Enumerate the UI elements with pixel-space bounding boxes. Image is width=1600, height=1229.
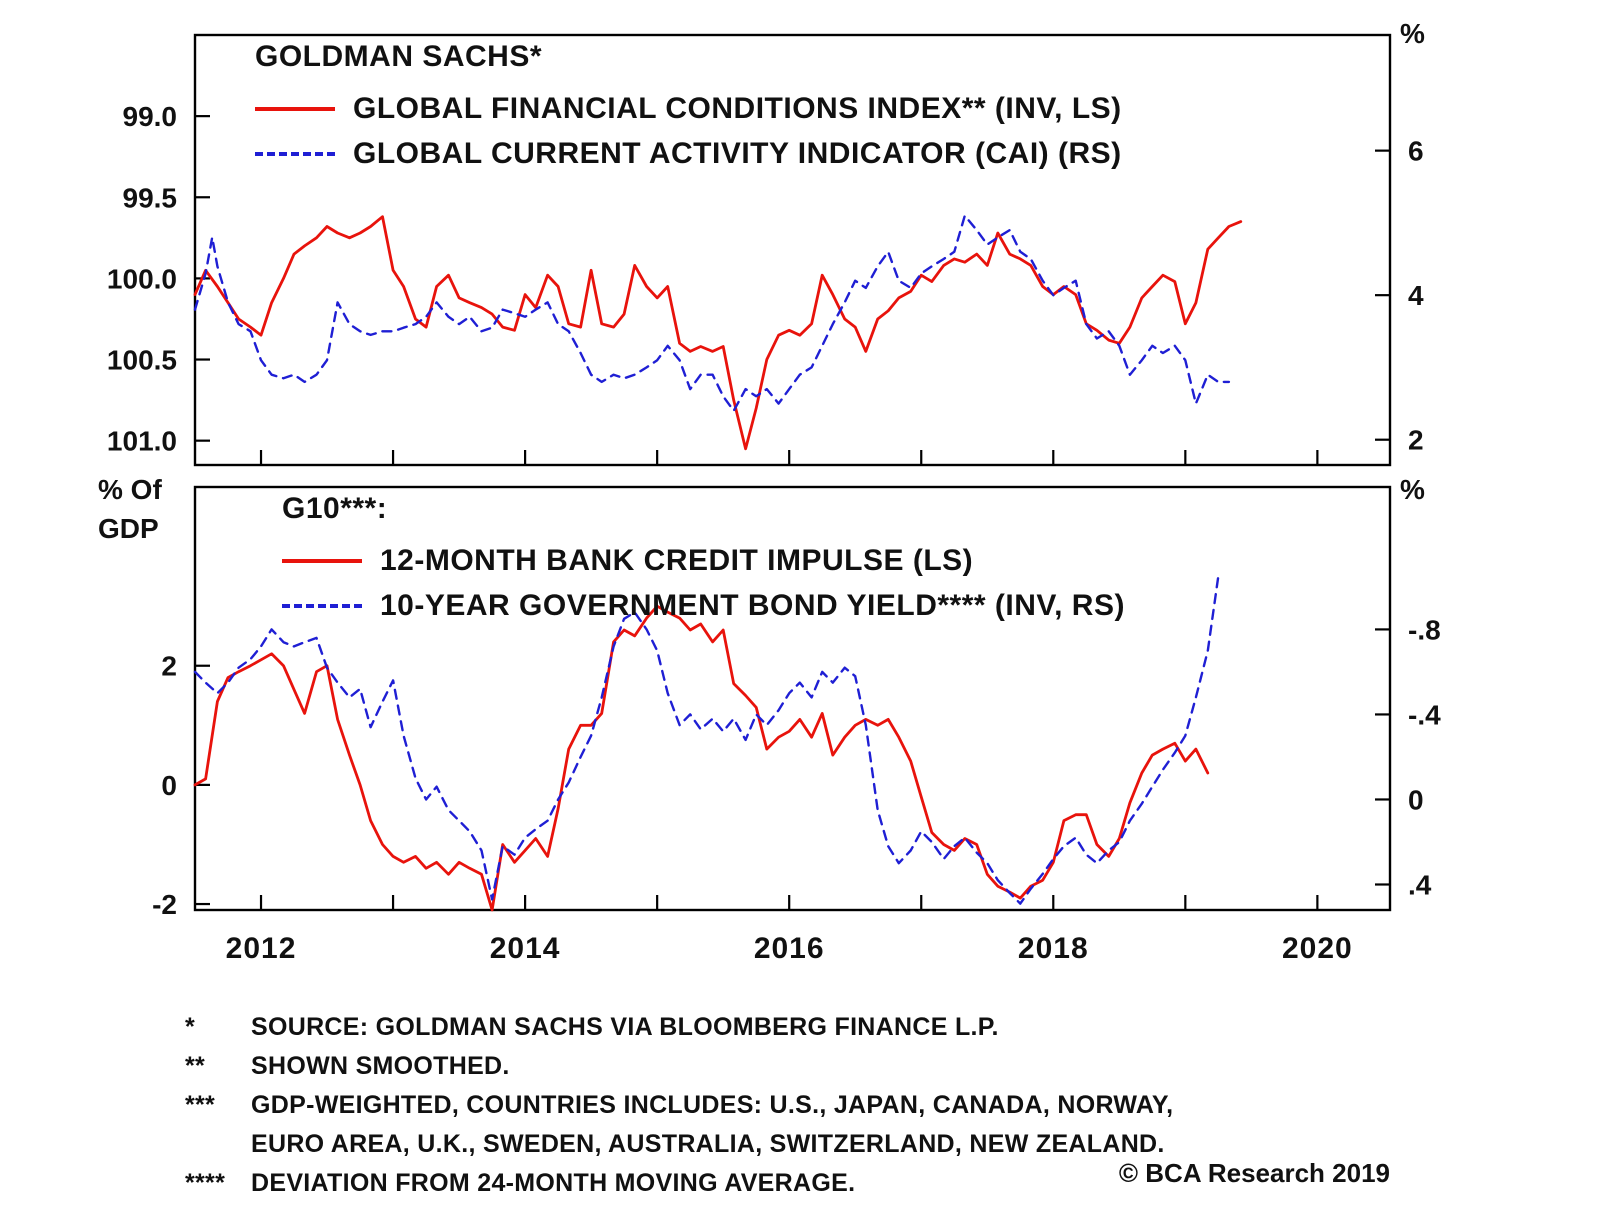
panel-frame	[193, 33, 1392, 467]
right-axis-tick-label: -.8	[1408, 614, 1441, 645]
footnote-text: SHOWN SMOOTHED.	[251, 1052, 510, 1080]
x-axis-year-label: 2016	[754, 932, 825, 965]
bottom-panel-legend: G10***: 12-MONTH BANK CREDIT IMPULSE (LS…	[282, 492, 1125, 628]
series-line-govt-bond-yield-deviation	[193, 575, 1220, 905]
red-solid-line-sample	[282, 558, 362, 563]
right-axis-tick-label: -.4	[1408, 699, 1441, 730]
bottom-left-axis-unit: % Of GDP	[98, 474, 162, 545]
footnote-marker: **	[185, 1052, 206, 1080]
x-axis-year-label: 2020	[1282, 932, 1353, 965]
bottom-right-axis-unit: %	[1400, 474, 1425, 505]
right-axis-tick-label: 2	[1408, 425, 1424, 456]
x-axis-year-label: 2014	[490, 932, 561, 965]
footnote-marker: ****	[185, 1169, 226, 1197]
footnote-deviation: **** DEVIATION FROM 24-MONTH MOVING AVER…	[185, 1164, 1385, 1203]
footnote-gdp-weighted: *** GDP-WEIGHTED, COUNTRIES INCLUDES: U.…	[185, 1086, 1385, 1125]
legend-label-bond-yield: 10-YEAR GOVERNMENT BOND YIELD**** (INV, …	[380, 588, 1125, 622]
legend-entry-cai: GLOBAL CURRENT ACTIVITY INDICATOR (CAI) …	[255, 131, 1122, 176]
legend-label-fci: GLOBAL FINANCIAL CONDITIONS INDEX** (INV…	[353, 91, 1122, 125]
right-axis-tick-label: .4	[1408, 869, 1432, 900]
x-axis-year-label: 2012	[226, 932, 297, 965]
top-panel-legend: GOLDMAN SACHS* GLOBAL FINANCIAL CONDITIO…	[255, 40, 1122, 176]
footnote-marker	[185, 1125, 251, 1164]
left-axis-tick-label: 0	[161, 770, 177, 801]
left-axis-tick-label: 2	[161, 651, 177, 682]
top-right-axis-unit: %	[1400, 18, 1425, 49]
left-axis-tick-label: 100.5	[107, 345, 177, 376]
series-line-bank-credit-impulse	[193, 604, 1210, 912]
footnote-source: * SOURCE: GOLDMAN SACHS VIA BLOOMBERG FI…	[185, 1008, 1385, 1047]
blue-dashed-line-sample	[255, 151, 335, 156]
footnote-smoothed: ** SHOWN SMOOTHED.	[185, 1047, 1385, 1086]
legend-entry-credit-impulse: 12-MONTH BANK CREDIT IMPULSE (LS)	[282, 538, 1125, 583]
left-axis-tick-label: 99.5	[123, 182, 178, 213]
right-axis-tick-label: 6	[1408, 136, 1424, 167]
top-panel-title: GOLDMAN SACHS*	[255, 40, 543, 73]
series-line-gs-current-activity-indicator	[193, 214, 1231, 412]
bottom-panel-title: G10***:	[282, 492, 388, 525]
footnotes: * SOURCE: GOLDMAN SACHS VIA BLOOMBERG FI…	[185, 1008, 1385, 1203]
left-axis-tick-label: 99.0	[123, 101, 178, 132]
x-axis-year-label: 2018	[1018, 932, 1089, 965]
footnote-text: EURO AREA, U.K., SWEDEN, AUSTRALIA, SWIT…	[251, 1130, 1165, 1158]
footnote-text: DEVIATION FROM 24-MONTH MOVING AVERAGE.	[251, 1169, 856, 1197]
left-axis-tick-label: -2	[152, 889, 177, 920]
blue-dashed-line-sample	[282, 603, 362, 608]
legend-entry-bond-yield: 10-YEAR GOVERNMENT BOND YIELD**** (INV, …	[282, 583, 1125, 628]
copyright-notice: © BCA Research 2019	[1118, 1158, 1390, 1188]
left-axis-tick-label: 101.0	[107, 426, 177, 457]
right-axis-tick-label: 0	[1408, 784, 1424, 815]
footnote-marker: ***	[185, 1091, 216, 1119]
footnote-text: SOURCE: GOLDMAN SACHS VIA BLOOMBERG FINA…	[251, 1013, 999, 1041]
footnote-marker: *	[185, 1013, 196, 1041]
right-axis-tick-label: 4	[1408, 280, 1424, 311]
left-axis-tick-label: 100.0	[107, 263, 177, 294]
footnote-gdp-weighted-cont: EURO AREA, U.K., SWEDEN, AUSTRALIA, SWIT…	[185, 1125, 1385, 1164]
footnote-text: GDP-WEIGHTED, COUNTRIES INCLUDES: U.S., …	[251, 1091, 1174, 1119]
legend-label-cai: GLOBAL CURRENT ACTIVITY INDICATOR (CAI) …	[353, 136, 1122, 170]
legend-entry-fci: GLOBAL FINANCIAL CONDITIONS INDEX** (INV…	[255, 86, 1122, 131]
panel-frame	[193, 485, 1392, 912]
series-line-gs-financial-conditions-index	[193, 215, 1243, 451]
red-solid-line-sample	[255, 106, 335, 111]
legend-label-credit-impulse: 12-MONTH BANK CREDIT IMPULSE (LS)	[380, 543, 974, 577]
